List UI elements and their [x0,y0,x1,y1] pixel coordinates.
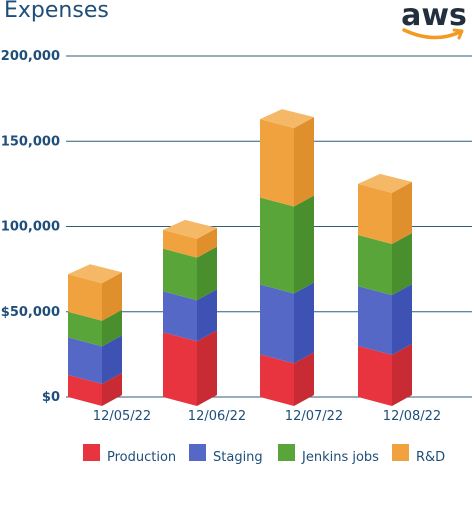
bar-segment [260,354,294,406]
bar-top [163,219,217,239]
bar-segment-side [392,181,412,245]
bar-segment [358,183,392,245]
legend-label: R&D [416,450,445,465]
legend-swatch [392,444,409,461]
x-tick-label: 12/05/22 [93,409,151,424]
bar-segment [68,274,102,321]
bar-segment [260,197,294,294]
bar-segment [68,311,102,347]
bar-segment [163,248,197,301]
bar-segment [358,345,392,406]
bar-segment-side [102,335,122,384]
bar-segment-side [392,343,412,406]
bar-segment [260,119,294,207]
bar-segment-side [102,372,122,406]
bar-segment-side [392,284,412,355]
bar-segment [163,291,197,342]
bar-top [260,109,314,129]
bar-top [68,264,122,284]
bar-segment-side [294,352,314,406]
aws-logo-smile [402,28,462,40]
bar-segment-side [197,227,217,258]
bar-segment-side [294,195,314,294]
y-tick-label: $0 [42,390,60,405]
legend-label: Production [107,450,176,465]
chart-title: Expenses [4,0,109,23]
legend-swatch [278,444,295,461]
bar-segment [358,286,392,355]
legend-swatch [83,444,100,461]
bar-segment [163,229,197,258]
bar-segment-side [392,233,412,296]
x-tick-label: 12/06/22 [188,409,246,424]
x-tick-label: 12/08/22 [383,409,441,424]
bar-top [358,173,412,193]
x-tick-label: 12/07/22 [285,409,343,424]
bar-segment [260,284,294,364]
y-tick-label: $200,000 [0,49,60,64]
y-tick-label: $100,000 [0,220,60,235]
bar-segment-side [102,309,122,347]
aws-logo: aws [401,0,467,40]
bar-segment [163,332,197,406]
bar-segment-side [102,272,122,321]
legend-swatch [189,444,206,461]
y-tick-label: $50,000 [1,305,60,320]
legend-label: Jenkins jobs [301,450,379,465]
bar-segment-side [294,117,314,207]
bar-segment [358,235,392,296]
aws-logo-arrow [452,28,464,40]
bar-segment-side [197,330,217,406]
bar-segment-side [197,246,217,301]
bar-segment-side [294,282,314,364]
bar-segment [68,337,102,384]
bar-segment [68,374,102,406]
legend-label: Staging [213,450,263,465]
y-tick-label: $150,000 [0,134,60,149]
bar-segment-side [197,289,217,342]
aws-logo-text: aws [401,0,467,33]
